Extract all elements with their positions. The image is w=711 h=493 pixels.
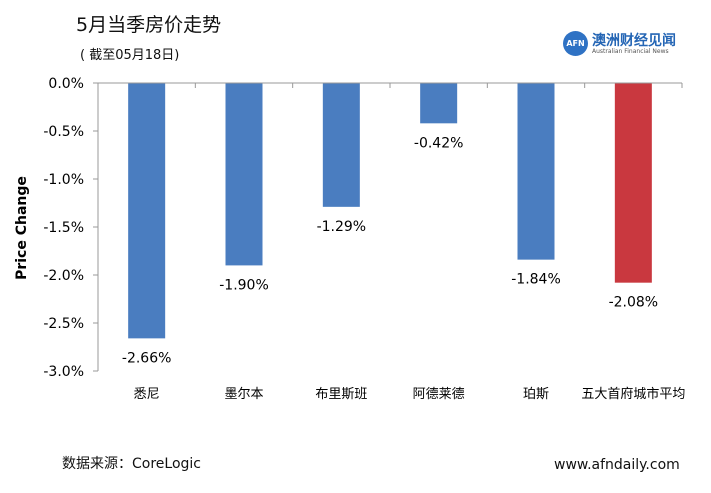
axes-group: [93, 82, 683, 372]
x-tick-label: 墨尔本: [224, 387, 263, 402]
bar: [420, 83, 458, 124]
data-label: -1.84%: [511, 272, 561, 288]
y-tick-label: -1.5%: [43, 220, 84, 236]
brand-logo: AFN 澳洲财经见闻 Australian Financial News: [563, 31, 693, 57]
bars-group: [128, 83, 652, 339]
bar: [128, 83, 166, 339]
afn-logo-icon: AFN: [563, 31, 588, 56]
y-tick-label: -2.5%: [43, 316, 84, 332]
data-label: -2.66%: [122, 350, 172, 366]
y-tick-label: 0.0%: [48, 76, 84, 92]
y-axis-label: Price Change: [14, 176, 30, 280]
labels-group: 0.0% -0.5% -1.0% -1.5% -2.0% -2.5% -3.0% -2.66%…: [43, 76, 685, 402]
chart-subtitle: ( 截至05月18日): [80, 48, 180, 63]
bar: [517, 83, 555, 260]
y-tick-label: -1.0%: [43, 172, 84, 188]
x-tick-label: 五大首府城市平均: [581, 386, 685, 402]
data-label: -1.29%: [317, 219, 367, 235]
y-tick-label: -2.0%: [43, 268, 84, 284]
website-link[interactable]: www.afndaily.com: [554, 457, 680, 473]
x-tick-label: 悉尼: [134, 387, 160, 402]
bar: [614, 83, 652, 283]
y-tick-label: -3.0%: [43, 364, 84, 380]
data-source: 数据来源：CoreLogic: [62, 456, 201, 472]
x-tick-label: 布里斯班: [315, 387, 367, 402]
chart-title: 5月当季房价走势: [76, 14, 222, 36]
y-tick-label: -0.5%: [43, 124, 84, 140]
bar: [322, 83, 360, 207]
data-label: -2.08%: [609, 295, 659, 311]
x-tick-label: 阿德莱德: [413, 387, 465, 402]
brand-name-en: Australian Financial News: [592, 48, 669, 55]
data-label: -0.42%: [414, 135, 464, 151]
brand-name: 澳洲财经见闻: [592, 33, 676, 49]
data-label: -1.90%: [219, 277, 269, 293]
bar: [225, 83, 263, 266]
x-tick-label: 珀斯: [523, 387, 549, 402]
